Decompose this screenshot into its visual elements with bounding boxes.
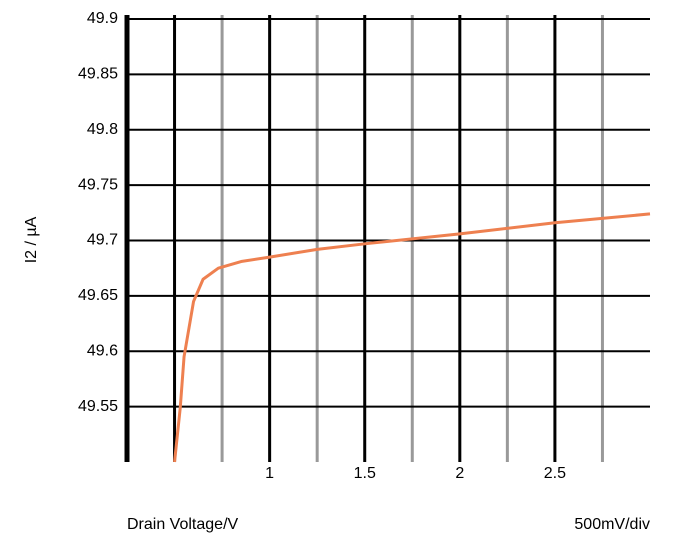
y-tick-label: 49.75 xyxy=(78,176,118,193)
y-axis-label: I2 / µA xyxy=(23,216,40,263)
y-tick-label: 49.9 xyxy=(87,10,118,27)
y-tick-label: 49.7 xyxy=(87,232,118,249)
y-tick-label: 49.8 xyxy=(87,121,118,138)
x-tick-label: 2.5 xyxy=(544,465,566,482)
data-line xyxy=(173,212,651,463)
y-tick-label: 49.85 xyxy=(78,66,118,83)
x-tick-label: 1 xyxy=(265,465,274,482)
x-axis-label: Drain Voltage/V xyxy=(127,516,239,533)
y-tick-label: 49.65 xyxy=(78,287,118,304)
x-tick-label: 1.5 xyxy=(354,465,376,482)
y-tick-label: 49.6 xyxy=(87,342,118,359)
y-tick-label: 49.55 xyxy=(78,398,118,415)
scale-note: 500mV/div xyxy=(574,516,650,533)
x-tick-label: 2 xyxy=(455,465,464,482)
